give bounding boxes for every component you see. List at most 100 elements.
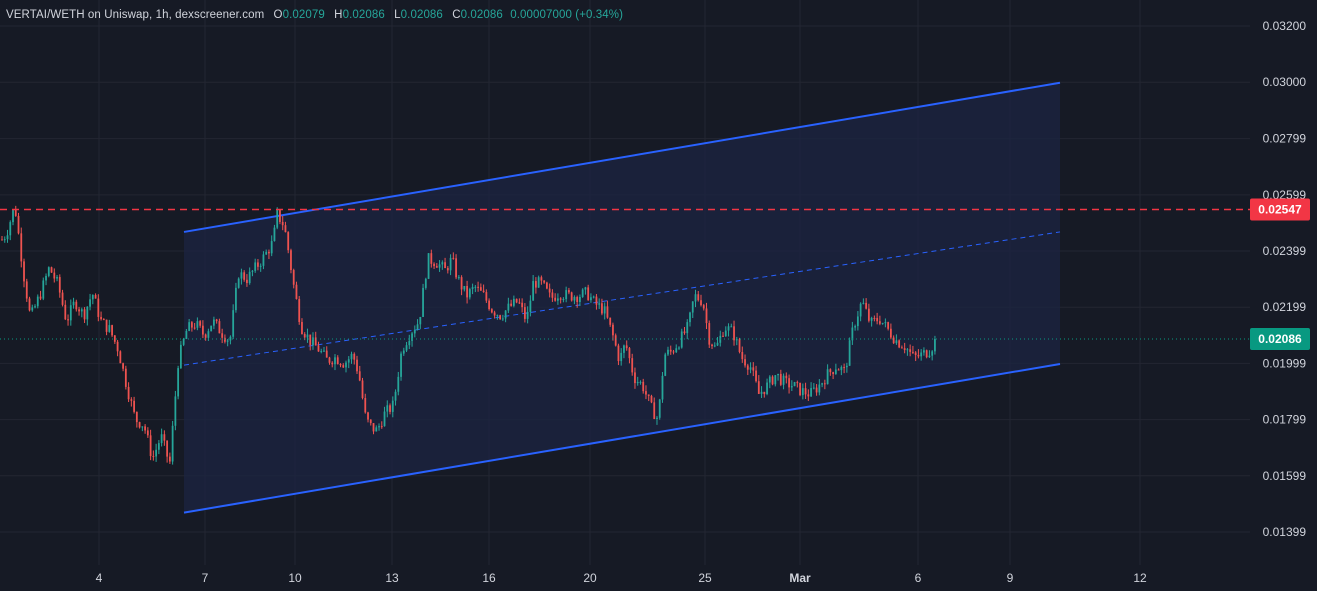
candle-body — [328, 357, 331, 363]
candle-body — [460, 277, 463, 290]
candle-body — [259, 265, 262, 267]
candle-body — [97, 298, 100, 317]
time-axis[interactable]: 4 7 10 13 16 20 25 Mar 6 9 12 — [0, 565, 1317, 591]
candle-body — [196, 321, 199, 328]
candle-body — [642, 381, 645, 392]
candle-body — [89, 299, 91, 307]
price-axis[interactable]: 0.03200 0.03000 0.02799 0.02599 0.02399 0.021… — [1250, 0, 1317, 591]
candle-body — [920, 352, 923, 357]
candle-body — [177, 368, 180, 397]
candle-body — [499, 315, 502, 320]
candle-body — [254, 262, 257, 271]
candle-body — [411, 333, 413, 341]
price-tick-label: 0.01399 — [1263, 525, 1307, 539]
candle-body — [485, 292, 488, 301]
candle-body — [268, 251, 270, 254]
candle-body — [562, 299, 565, 301]
candle-body — [190, 322, 193, 328]
candle-body — [155, 449, 158, 457]
candle-body — [683, 331, 686, 334]
candle-body — [777, 373, 779, 376]
time-tick-label: 12 — [1133, 571, 1147, 585]
candle-body — [273, 227, 276, 242]
candle-body — [378, 426, 380, 428]
candle-body — [705, 308, 708, 324]
resistance-price-label: 0.02547 — [1258, 202, 1302, 216]
candle-body — [292, 270, 295, 285]
candle-body — [9, 222, 12, 236]
price-axis-background — [1250, 0, 1317, 591]
candle-body — [111, 325, 113, 336]
candle-body — [851, 327, 854, 341]
candle-body — [559, 298, 562, 300]
candle-body — [859, 303, 862, 317]
candle-body — [14, 210, 17, 216]
candle-body — [226, 340, 229, 342]
price-tick-label: 0.02399 — [1263, 244, 1307, 258]
candle-body — [320, 351, 323, 353]
candle-body — [301, 321, 303, 335]
price-tick-label: 0.01599 — [1263, 469, 1307, 483]
candle-body — [603, 306, 606, 314]
candle-body — [303, 334, 306, 338]
candle-body — [925, 350, 928, 358]
candle-body — [331, 362, 334, 365]
candle-body — [639, 381, 642, 383]
candle-body — [923, 350, 925, 353]
candle-body — [284, 225, 287, 233]
candle-body — [716, 342, 719, 346]
candle-body — [369, 419, 372, 424]
candles — [1, 205, 936, 465]
time-axis-background — [0, 565, 1317, 591]
candle-body — [595, 296, 598, 305]
candle-body — [581, 289, 584, 297]
candle-body — [94, 294, 97, 299]
candle-body — [422, 287, 424, 317]
candle-body — [367, 412, 369, 420]
candle-body — [163, 434, 166, 441]
candle-body — [774, 375, 777, 385]
candle-body — [768, 376, 771, 383]
candle-body — [870, 317, 873, 321]
candle-body — [105, 319, 108, 332]
candle-body — [389, 405, 391, 412]
candle-body — [86, 306, 89, 320]
candle-body — [287, 232, 290, 251]
candle-body — [741, 351, 744, 360]
candle-body — [479, 287, 482, 291]
candle-body — [821, 383, 823, 385]
candle-body — [257, 262, 259, 267]
legend-symbol: VERTAI/WETH on Uniswap, 1h, dexscreener.… — [6, 9, 265, 21]
candle-body — [887, 322, 890, 329]
candle-body — [298, 299, 301, 322]
candle-body — [612, 324, 614, 336]
candle-body — [364, 398, 367, 413]
candle-body — [895, 340, 898, 344]
candle-body — [934, 338, 936, 352]
candle-body — [928, 355, 931, 358]
candle-body — [441, 262, 444, 265]
price-tick-label: 0.03000 — [1263, 75, 1307, 89]
candle-body — [735, 339, 738, 341]
candle-body — [490, 309, 493, 313]
candle-body — [215, 319, 218, 322]
candle-body — [548, 288, 551, 293]
candle-body — [213, 319, 215, 326]
candle-body — [785, 375, 788, 379]
candle-body — [58, 277, 61, 293]
candle-body — [50, 267, 53, 273]
candle-body — [782, 375, 785, 385]
candle-body — [336, 357, 339, 365]
candle-body — [755, 370, 757, 382]
candle-body — [210, 325, 213, 332]
candle-body — [430, 253, 433, 264]
candle-body — [832, 372, 835, 374]
candle-body — [295, 284, 298, 300]
candle-body — [601, 303, 603, 314]
time-tick-label: 6 — [915, 571, 922, 585]
candle-body — [727, 326, 730, 331]
candle-body — [625, 345, 628, 349]
parallel-channel[interactable] — [183, 81, 1061, 514]
